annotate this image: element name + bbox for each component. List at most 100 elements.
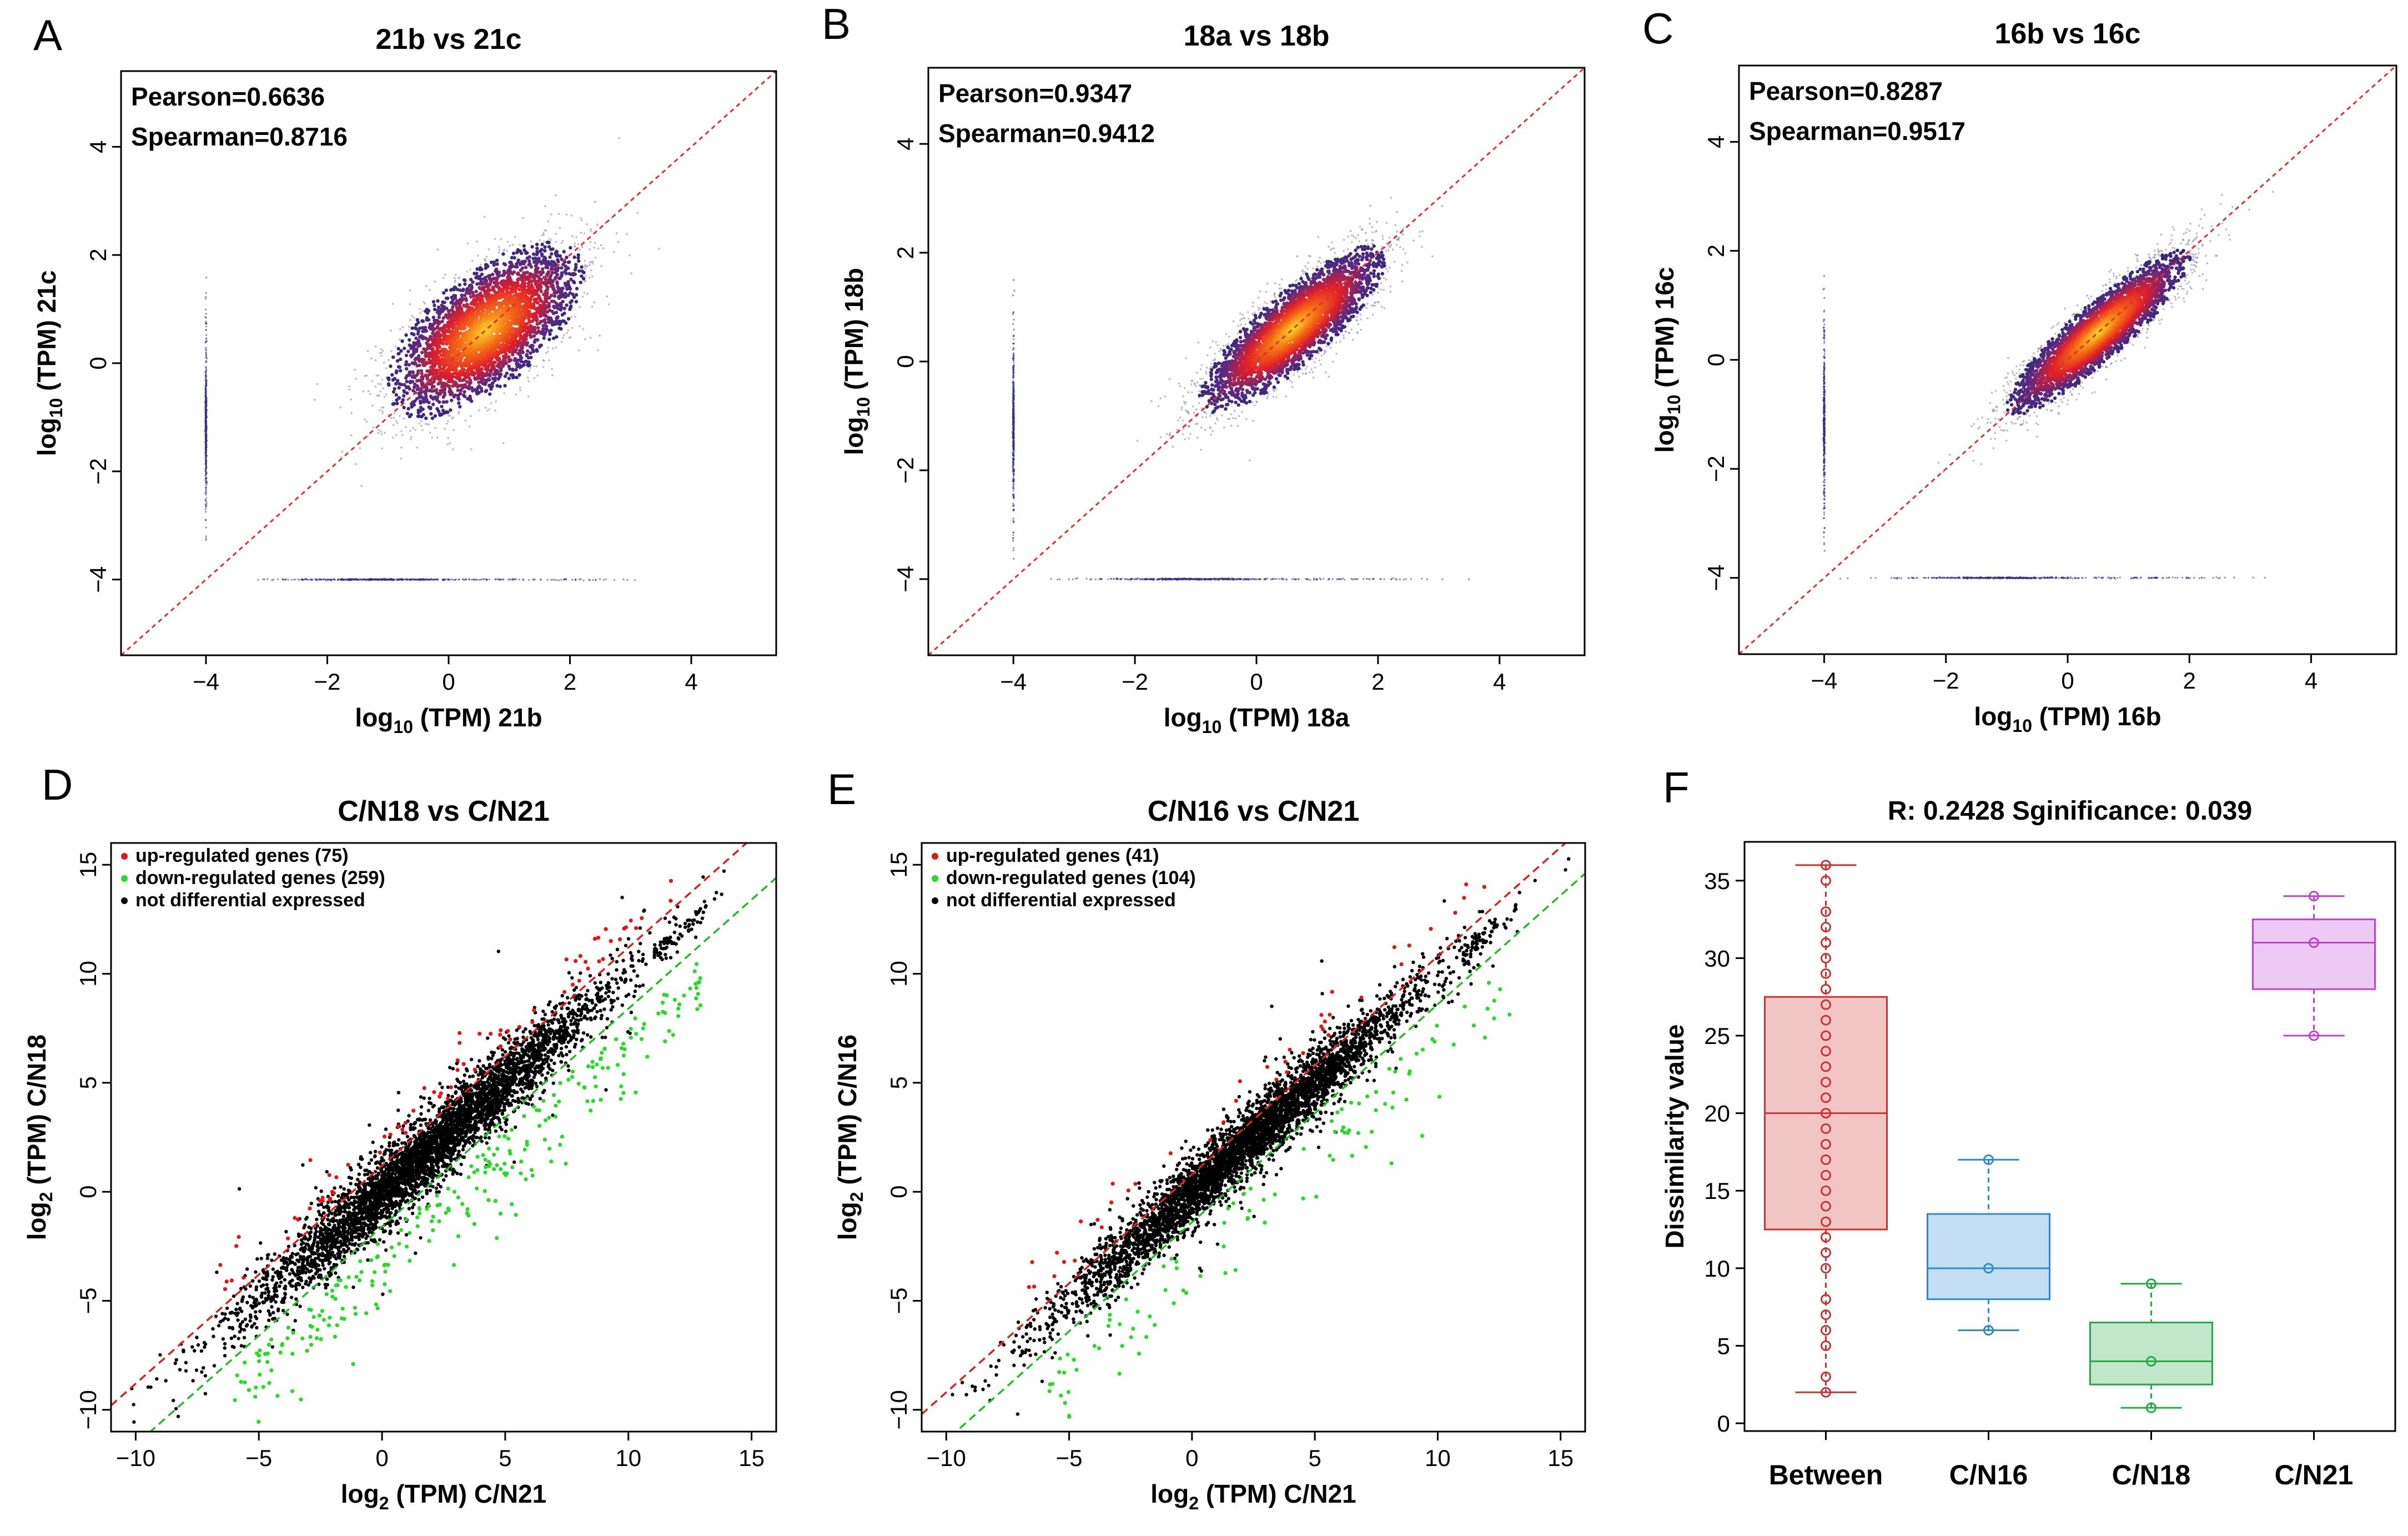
scatter-point [416, 446, 419, 449]
scatter-point [461, 288, 465, 293]
scatter-point [403, 578, 405, 581]
scatter-point [498, 384, 502, 389]
scatter-point [398, 415, 401, 417]
scatter-point [488, 408, 491, 410]
scatter-point [542, 365, 545, 368]
scatter-point [410, 405, 414, 409]
chart-title: 21b vs 21c [375, 23, 521, 56]
scatter-point [535, 365, 537, 368]
scatter-point [577, 349, 580, 352]
scatter-point [315, 579, 318, 581]
scatter-point [205, 435, 207, 437]
scatter-point [470, 579, 472, 581]
scatter-point [400, 430, 403, 433]
scatter-point [590, 269, 592, 272]
scatter-point [438, 312, 442, 316]
scatter-point [440, 319, 444, 323]
scatter-point [460, 367, 465, 371]
scatter-point [205, 446, 207, 448]
scatter-point [424, 416, 428, 420]
scatter-point [420, 350, 424, 355]
scatter-point [349, 578, 351, 580]
x-tick-label: 4 [685, 669, 697, 695]
scatter-point [599, 578, 601, 580]
scatter-point [574, 263, 578, 267]
scatter-point [1012, 312, 1014, 314]
scatter-point [470, 448, 472, 450]
scatter-point [205, 497, 207, 500]
scatter-point [205, 484, 207, 486]
scatter-point [582, 328, 585, 330]
scatter-point [501, 273, 506, 277]
scatter-point [350, 578, 353, 580]
scatter-point [370, 357, 373, 360]
scatter-point [204, 425, 207, 428]
scatter-point [507, 377, 511, 380]
scatter-point [554, 579, 556, 581]
scatter-point [574, 579, 576, 581]
scatter-point [393, 386, 396, 391]
scatter-point [544, 205, 546, 208]
scatter-point [441, 370, 445, 375]
scatter-point [463, 390, 466, 394]
scatter-point [430, 416, 435, 420]
scatter-point [431, 300, 436, 304]
scatter-point [463, 374, 467, 378]
scatter-point [442, 578, 444, 580]
scatter-point [395, 401, 399, 405]
scatter-point [409, 430, 411, 432]
scatter-point [511, 367, 515, 372]
scatter-point [416, 329, 420, 333]
scatter-point [480, 389, 484, 393]
scatter-point [394, 345, 397, 348]
scatter-point [617, 241, 620, 243]
scatter-point [492, 263, 496, 267]
scatter-point [451, 305, 455, 309]
scatter-point [513, 357, 517, 361]
scatter-point [566, 332, 568, 334]
scatter-point [556, 285, 560, 289]
scatter-point [453, 393, 458, 397]
scatter-point [485, 371, 489, 375]
scatter-point [205, 505, 208, 507]
scatter-point [353, 578, 355, 580]
scatter-point [1013, 289, 1016, 292]
scatter-point [503, 384, 507, 388]
scatter-point [277, 578, 279, 580]
scatter-point [205, 411, 207, 414]
scatter-point [359, 578, 361, 580]
scatter-point [369, 578, 371, 581]
scatter-point [529, 265, 534, 269]
scatter-point [561, 263, 565, 267]
scatter-point [281, 578, 284, 580]
scatter-point [1012, 503, 1014, 505]
scatter-point [515, 250, 519, 254]
scatter-point [586, 223, 589, 225]
scatter-point [445, 410, 449, 414]
scatter-point [395, 420, 398, 423]
scatter-point [580, 578, 582, 580]
scatter-point [556, 260, 560, 264]
scatter-point [429, 431, 431, 434]
scatter-point [330, 578, 333, 581]
scatter-point [498, 360, 502, 364]
scatter-point [471, 292, 475, 295]
scatter-point [525, 330, 529, 334]
scatter-point [447, 420, 449, 423]
scatter-point [205, 347, 207, 349]
scatter-point [506, 249, 509, 252]
scatter-point [512, 256, 516, 260]
scatter-point [600, 265, 602, 268]
scatter-point [205, 325, 207, 328]
scatter-point [584, 268, 587, 270]
scatter-point [449, 414, 451, 417]
scatter-point [424, 329, 429, 333]
scatter-point [413, 382, 417, 386]
scatter-point [451, 384, 455, 388]
y-axis-label: log10 (TPM) 21c [32, 270, 66, 456]
scatter-point [388, 359, 390, 362]
scatter-point [204, 372, 207, 374]
scatter-point [597, 349, 599, 352]
scatter-point [444, 428, 446, 430]
scatter-point [584, 265, 586, 268]
